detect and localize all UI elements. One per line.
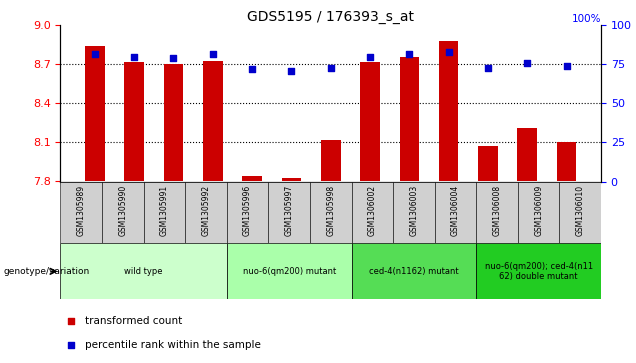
Point	[129, 54, 139, 60]
Text: GSM1306008: GSM1306008	[492, 184, 502, 236]
Bar	[518, 128, 537, 182]
Text: nuo-6(qm200) mutant: nuo-6(qm200) mutant	[242, 267, 336, 276]
Bar	[321, 140, 340, 182]
Text: GSM1306003: GSM1306003	[410, 184, 418, 236]
Text: GSM1305989: GSM1305989	[77, 184, 86, 236]
Bar	[518, 182, 560, 243]
Bar	[439, 41, 459, 182]
Bar	[203, 61, 223, 182]
Bar	[242, 176, 262, 182]
Text: GSM1305998: GSM1305998	[326, 184, 335, 236]
Bar	[476, 243, 601, 299]
Point	[90, 50, 100, 56]
Point	[522, 60, 532, 66]
Point	[483, 65, 493, 70]
Bar	[102, 182, 144, 243]
Bar	[393, 182, 434, 243]
Bar	[352, 243, 476, 299]
Point	[365, 54, 375, 60]
Point	[208, 50, 218, 56]
Point	[247, 66, 257, 72]
Text: GSM1305991: GSM1305991	[160, 184, 169, 236]
Text: 100%: 100%	[572, 14, 601, 24]
Bar	[227, 182, 268, 243]
Text: GSM1306004: GSM1306004	[451, 184, 460, 236]
Point	[169, 55, 179, 61]
Bar	[268, 182, 310, 243]
Bar	[144, 182, 185, 243]
Point	[443, 49, 453, 55]
Bar	[60, 243, 227, 299]
Bar	[227, 243, 352, 299]
Text: ced-4(n1162) mutant: ced-4(n1162) mutant	[369, 267, 459, 276]
Text: genotype/variation: genotype/variation	[3, 267, 90, 276]
Text: GSM1306009: GSM1306009	[534, 184, 543, 236]
Text: GSM1305992: GSM1305992	[202, 184, 211, 236]
Bar	[282, 178, 301, 182]
Text: GSM1305997: GSM1305997	[285, 184, 294, 236]
Point	[404, 50, 415, 56]
Text: GSM1305990: GSM1305990	[118, 184, 127, 236]
Bar	[560, 182, 601, 243]
Text: GSM1305996: GSM1305996	[243, 184, 252, 236]
Point	[66, 319, 76, 325]
Point	[562, 63, 572, 69]
Bar	[85, 46, 105, 182]
Text: transformed count: transformed count	[85, 317, 182, 326]
Bar	[185, 182, 227, 243]
Bar	[476, 182, 518, 243]
Bar	[60, 182, 102, 243]
Text: percentile rank within the sample: percentile rank within the sample	[85, 340, 261, 350]
Point	[66, 342, 76, 347]
Text: GSM1306002: GSM1306002	[368, 184, 377, 236]
Bar	[310, 182, 352, 243]
Bar	[556, 142, 576, 182]
Bar	[352, 182, 393, 243]
Title: GDS5195 / 176393_s_at: GDS5195 / 176393_s_at	[247, 11, 414, 24]
Bar	[478, 146, 498, 182]
Point	[326, 65, 336, 70]
Bar	[124, 62, 144, 182]
Bar	[399, 57, 419, 182]
Bar	[434, 182, 476, 243]
Point	[286, 68, 296, 74]
Text: wild type: wild type	[125, 267, 163, 276]
Bar	[360, 62, 380, 182]
Text: GSM1306010: GSM1306010	[576, 184, 584, 236]
Bar	[163, 64, 183, 182]
Text: nuo-6(qm200); ced-4(n11
62) double mutant: nuo-6(qm200); ced-4(n11 62) double mutan…	[485, 262, 593, 281]
